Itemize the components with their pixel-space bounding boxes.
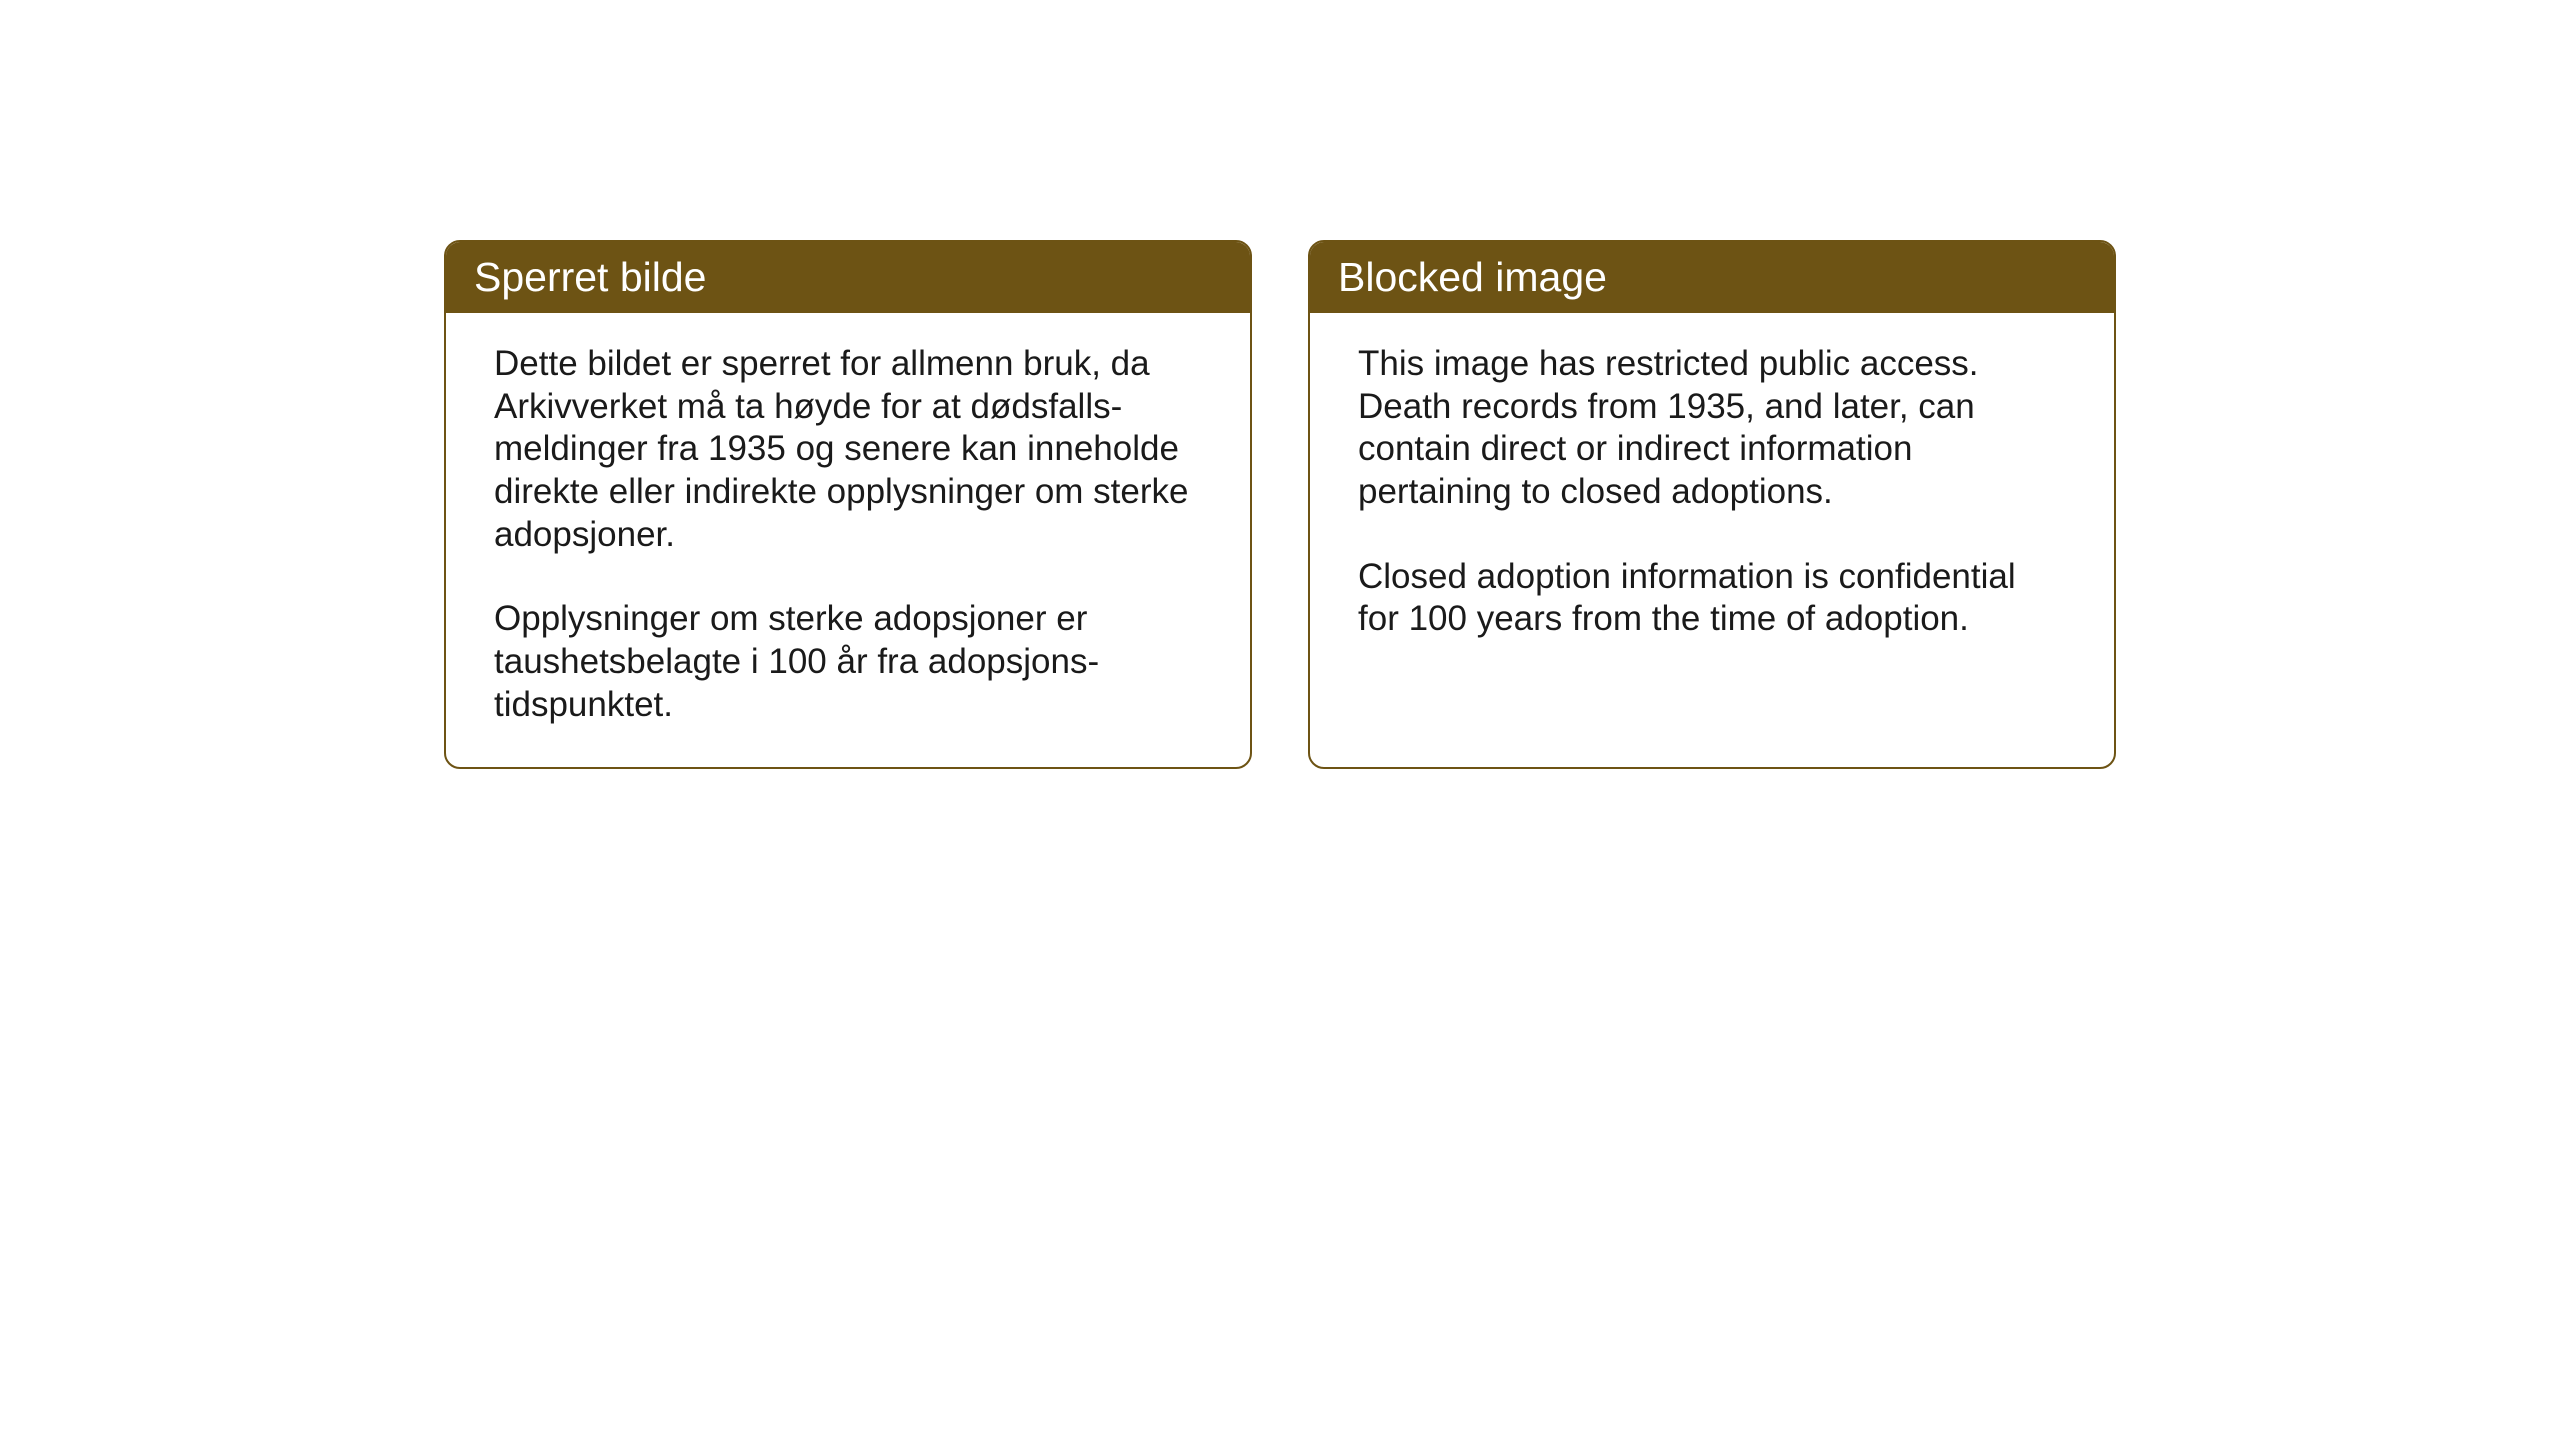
norwegian-paragraph-2: Opplysninger om sterke adopsjoner er tau… xyxy=(494,598,1202,726)
english-card-title: Blocked image xyxy=(1310,242,2114,313)
english-paragraph-1: This image has restricted public access.… xyxy=(1358,343,2066,514)
norwegian-card-body: Dette bildet er sperret for allmenn bruk… xyxy=(446,313,1250,767)
norwegian-card-title: Sperret bilde xyxy=(446,242,1250,313)
notice-cards-container: Sperret bilde Dette bildet er sperret fo… xyxy=(444,240,2116,769)
norwegian-paragraph-1: Dette bildet er sperret for allmenn bruk… xyxy=(494,343,1202,556)
english-paragraph-2: Closed adoption information is confident… xyxy=(1358,556,2066,641)
english-notice-card: Blocked image This image has restricted … xyxy=(1308,240,2116,769)
english-card-body: This image has restricted public access.… xyxy=(1310,313,2114,753)
norwegian-notice-card: Sperret bilde Dette bildet er sperret fo… xyxy=(444,240,1252,769)
